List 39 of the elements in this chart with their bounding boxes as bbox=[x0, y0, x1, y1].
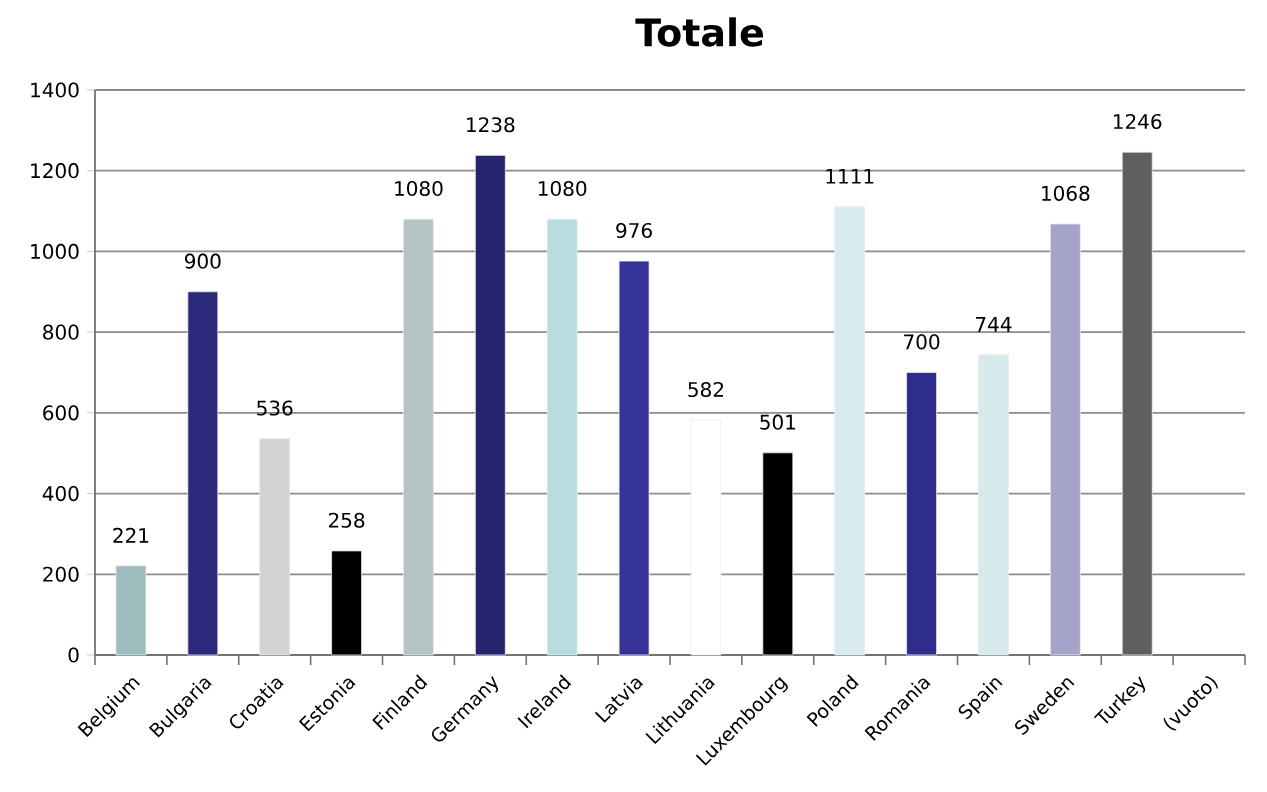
y-tick-label: 0 bbox=[68, 647, 79, 663]
bar bbox=[690, 419, 722, 656]
data-label: 700 bbox=[904, 334, 940, 350]
data-label: 582 bbox=[688, 381, 724, 398]
bar bbox=[1121, 151, 1153, 656]
y-tick-label: 1400 bbox=[31, 82, 79, 98]
data-label: 744 bbox=[975, 317, 1012, 332]
bar bbox=[1049, 223, 1081, 656]
bar bbox=[115, 565, 147, 656]
bar bbox=[906, 372, 937, 656]
bar bbox=[474, 154, 506, 656]
bar bbox=[978, 354, 1009, 656]
bar bbox=[618, 260, 650, 656]
data-label: 1080 bbox=[538, 180, 587, 197]
data-label: 900 bbox=[184, 253, 221, 269]
data-label: 1246 bbox=[1113, 113, 1162, 130]
chart-title: Totale bbox=[635, 17, 764, 47]
bar bbox=[187, 291, 219, 656]
y-tick-label: 400 bbox=[42, 485, 79, 502]
y-tick-label: 1200 bbox=[31, 163, 79, 179]
data-label: 1068 bbox=[1042, 185, 1090, 201]
y-tick-label: 200 bbox=[43, 566, 79, 582]
bar bbox=[834, 206, 866, 656]
y-tick-label: 800 bbox=[43, 324, 79, 340]
bar bbox=[403, 218, 434, 656]
data-label: 536 bbox=[257, 400, 293, 416]
data-label: 976 bbox=[616, 222, 652, 239]
bar bbox=[762, 452, 794, 656]
data-label: 1238 bbox=[467, 117, 515, 133]
data-label: 1080 bbox=[395, 180, 443, 197]
bar bbox=[546, 218, 578, 656]
bar bbox=[331, 550, 362, 656]
y-tick-label: 600 bbox=[43, 405, 79, 421]
bar bbox=[259, 438, 291, 656]
y-tick-label: 1000 bbox=[31, 243, 79, 259]
data-label: 221 bbox=[113, 527, 149, 543]
data-label: 501 bbox=[760, 414, 796, 430]
data-label: 258 bbox=[328, 512, 365, 528]
data-label: 1111 bbox=[826, 168, 874, 184]
